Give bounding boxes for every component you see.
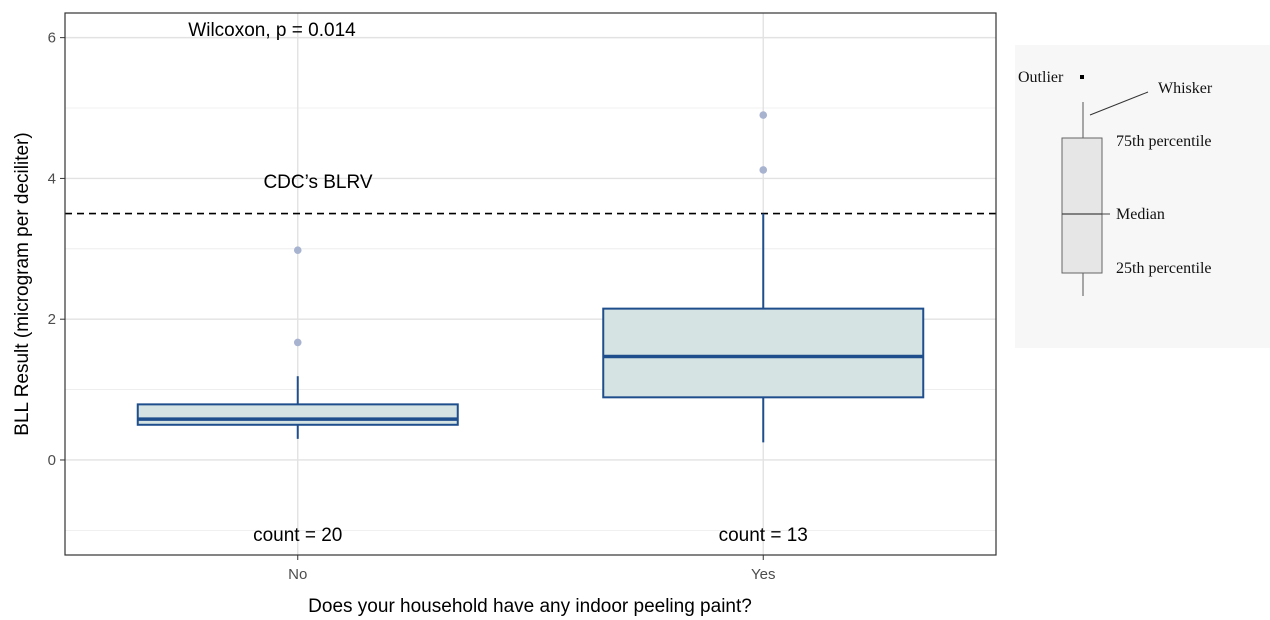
y-axis-title: BLL Result (microgram per deciliter) (12, 132, 33, 435)
legend-outlier-label: Outlier (1018, 69, 1064, 86)
outlier-point (759, 166, 768, 174)
plot-panel (65, 13, 996, 555)
boxes-group (136, 111, 925, 443)
y-tick-label: 4 (48, 170, 56, 187)
y-tick-label: 6 (48, 30, 56, 47)
x-tick-label: Yes (751, 566, 775, 583)
y-tick-label: 0 (48, 452, 56, 469)
reference-line-label: CDC’s BLRV (263, 172, 372, 193)
legend-whisker-pointer (1089, 91, 1149, 116)
legend-box (1061, 137, 1103, 274)
box-no (136, 403, 459, 426)
axes-group: 0 2 4 6 No Yes (48, 30, 776, 583)
x-axis-title: Does your household have any indoor peel… (308, 596, 752, 617)
legend-q3-label: 75th percentile (1116, 133, 1212, 150)
wilcoxon-annotation: Wilcoxon, p = 0.014 (188, 20, 356, 41)
annotations-group: Wilcoxon, p = 0.014 CDC’s BLRV count = 2… (188, 20, 808, 546)
legend-background (1015, 45, 1270, 348)
boxplot-legend: Outlier Whisker 75th percentile Median 2… (1015, 45, 1270, 348)
plot-panel-border (64, 12, 997, 556)
count-label: count = 20 (253, 525, 342, 546)
x-tick-label: No (288, 566, 307, 583)
outlier-point (759, 111, 768, 119)
legend-whisker-label: Whisker (1158, 80, 1213, 97)
grid-lines (65, 13, 996, 555)
outlier-point (293, 246, 302, 255)
legend-median-label: Median (1116, 206, 1165, 223)
legend-q1-label: 25th percentile (1116, 260, 1212, 277)
box-yes (602, 307, 925, 399)
y-tick-label: 2 (48, 311, 56, 328)
count-label: count = 13 (719, 525, 808, 546)
legend-outlier-dot (1080, 75, 1084, 79)
outlier-point (293, 338, 302, 347)
